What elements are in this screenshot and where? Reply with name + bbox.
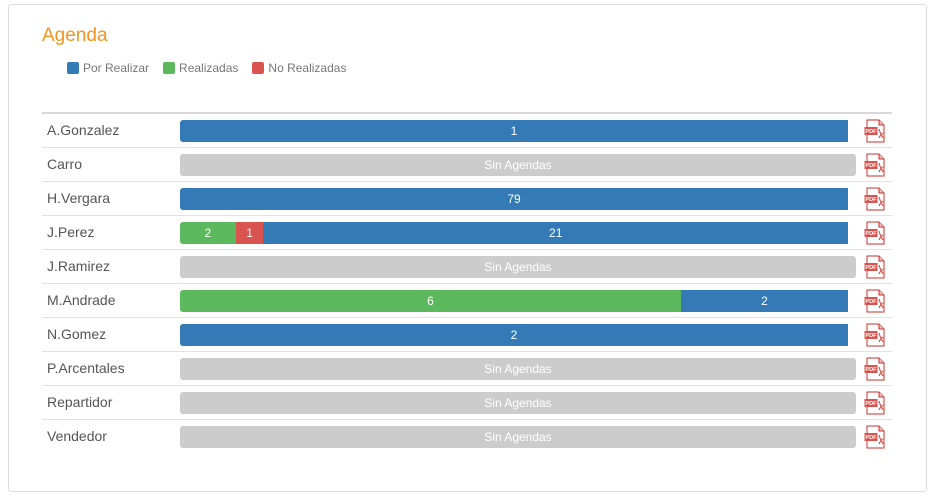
legend-label: Realizadas [179,61,239,75]
pdf-icon[interactable]: PDF [864,425,886,449]
pdf-icon[interactable]: PDF [864,255,886,279]
agenda-table: A.Gonzalez 1 PDF Carro Sin Agendas PDF H.Verga… [42,112,892,454]
agenda-row: N.Gomez 2 PDF [42,318,892,352]
agenda-row: J.Ramirez Sin Agendas PDF [42,250,892,284]
pdf-icon[interactable]: PDF [864,391,886,415]
bar-segment-empty: Sin Agendas [180,392,856,414]
pdf-icon[interactable]: PDF [864,119,886,143]
pdf-icon[interactable]: PDF [864,357,886,381]
agenda-row: A.Gonzalez 1 PDF [42,114,892,148]
legend-label: No Realizadas [268,61,347,75]
legend: Por Realizar Realizadas No Realizadas [67,61,360,75]
agent-name: A.Gonzalez [47,122,120,138]
agenda-row: J.Perez 2 1 21 PDF [42,216,892,250]
agent-name: Repartidor [47,394,113,410]
progress-bar: 2 [180,324,856,346]
progress-bar: Sin Agendas [180,392,856,414]
agenda-row: H.Vergara 79 PDF [42,182,892,216]
bar-segment-no-realizadas: 1 [235,222,264,244]
svg-text:PDF: PDF [865,367,877,373]
svg-text:PDF: PDF [865,231,877,237]
agenda-row: P.Arcentales Sin Agendas PDF [42,352,892,386]
bar-segment-empty: Sin Agendas [180,426,856,448]
bar-segment-por-realizar: 2 [681,290,848,312]
agent-name: Vendedor [47,428,107,444]
agent-name: N.Gomez [47,326,107,342]
progress-bar: Sin Agendas [180,426,856,448]
panel-title: Agenda [42,25,108,46]
bar-segment-realizadas: 2 [180,222,236,244]
bar-segment-por-realizar: 2 [180,324,848,346]
legend-swatch-por-realizar [67,62,79,74]
legend-item-no-realizadas: No Realizadas [252,61,346,75]
bar-segment-realizadas: 6 [180,290,681,312]
pdf-icon[interactable]: PDF [864,187,886,211]
agent-name: M.Andrade [47,292,116,308]
progress-bar: Sin Agendas [180,154,856,176]
svg-text:PDF: PDF [865,435,877,441]
agenda-row: Repartidor Sin Agendas PDF [42,386,892,420]
progress-bar: Sin Agendas [180,358,856,380]
agenda-row: Vendedor Sin Agendas PDF [42,420,892,454]
progress-bar: 79 [180,188,856,210]
legend-item-por-realizar: Por Realizar [67,61,149,75]
pdf-icon[interactable]: PDF [864,221,886,245]
agenda-row: Carro Sin Agendas PDF [42,148,892,182]
progress-bar: 2 1 21 [180,222,856,244]
legend-swatch-no-realizadas [252,62,265,74]
pdf-icon[interactable]: PDF [864,323,886,347]
agenda-panel: Agenda Por Realizar Realizadas No Realiz… [8,4,927,492]
agent-name: J.Perez [47,224,95,240]
bar-segment-por-realizar: 1 [180,120,848,142]
svg-text:PDF: PDF [865,163,877,169]
svg-text:PDF: PDF [865,299,877,305]
svg-text:PDF: PDF [865,129,877,135]
bar-segment-por-realizar: 21 [263,222,848,244]
bar-segment-empty: Sin Agendas [180,358,856,380]
svg-text:PDF: PDF [865,265,877,271]
pdf-icon[interactable]: PDF [864,289,886,313]
svg-text:PDF: PDF [865,197,877,203]
agent-name: Carro [47,156,83,172]
agent-name: J.Ramirez [47,258,111,274]
legend-label: Por Realizar [83,61,150,75]
bar-segment-empty: Sin Agendas [180,154,856,176]
legend-swatch-realizadas [163,62,176,74]
agenda-row: M.Andrade 6 2 PDF [42,284,892,318]
svg-text:PDF: PDF [865,401,877,407]
svg-text:PDF: PDF [865,333,877,339]
bar-segment-empty: Sin Agendas [180,256,856,278]
pdf-icon[interactable]: PDF [864,153,886,177]
agent-name: H.Vergara [47,190,111,206]
progress-bar: 1 [180,120,856,142]
progress-bar: Sin Agendas [180,256,856,278]
bar-segment-por-realizar: 79 [180,188,848,210]
legend-item-realizadas: Realizadas [163,61,238,75]
agent-name: P.Arcentales [47,360,125,376]
